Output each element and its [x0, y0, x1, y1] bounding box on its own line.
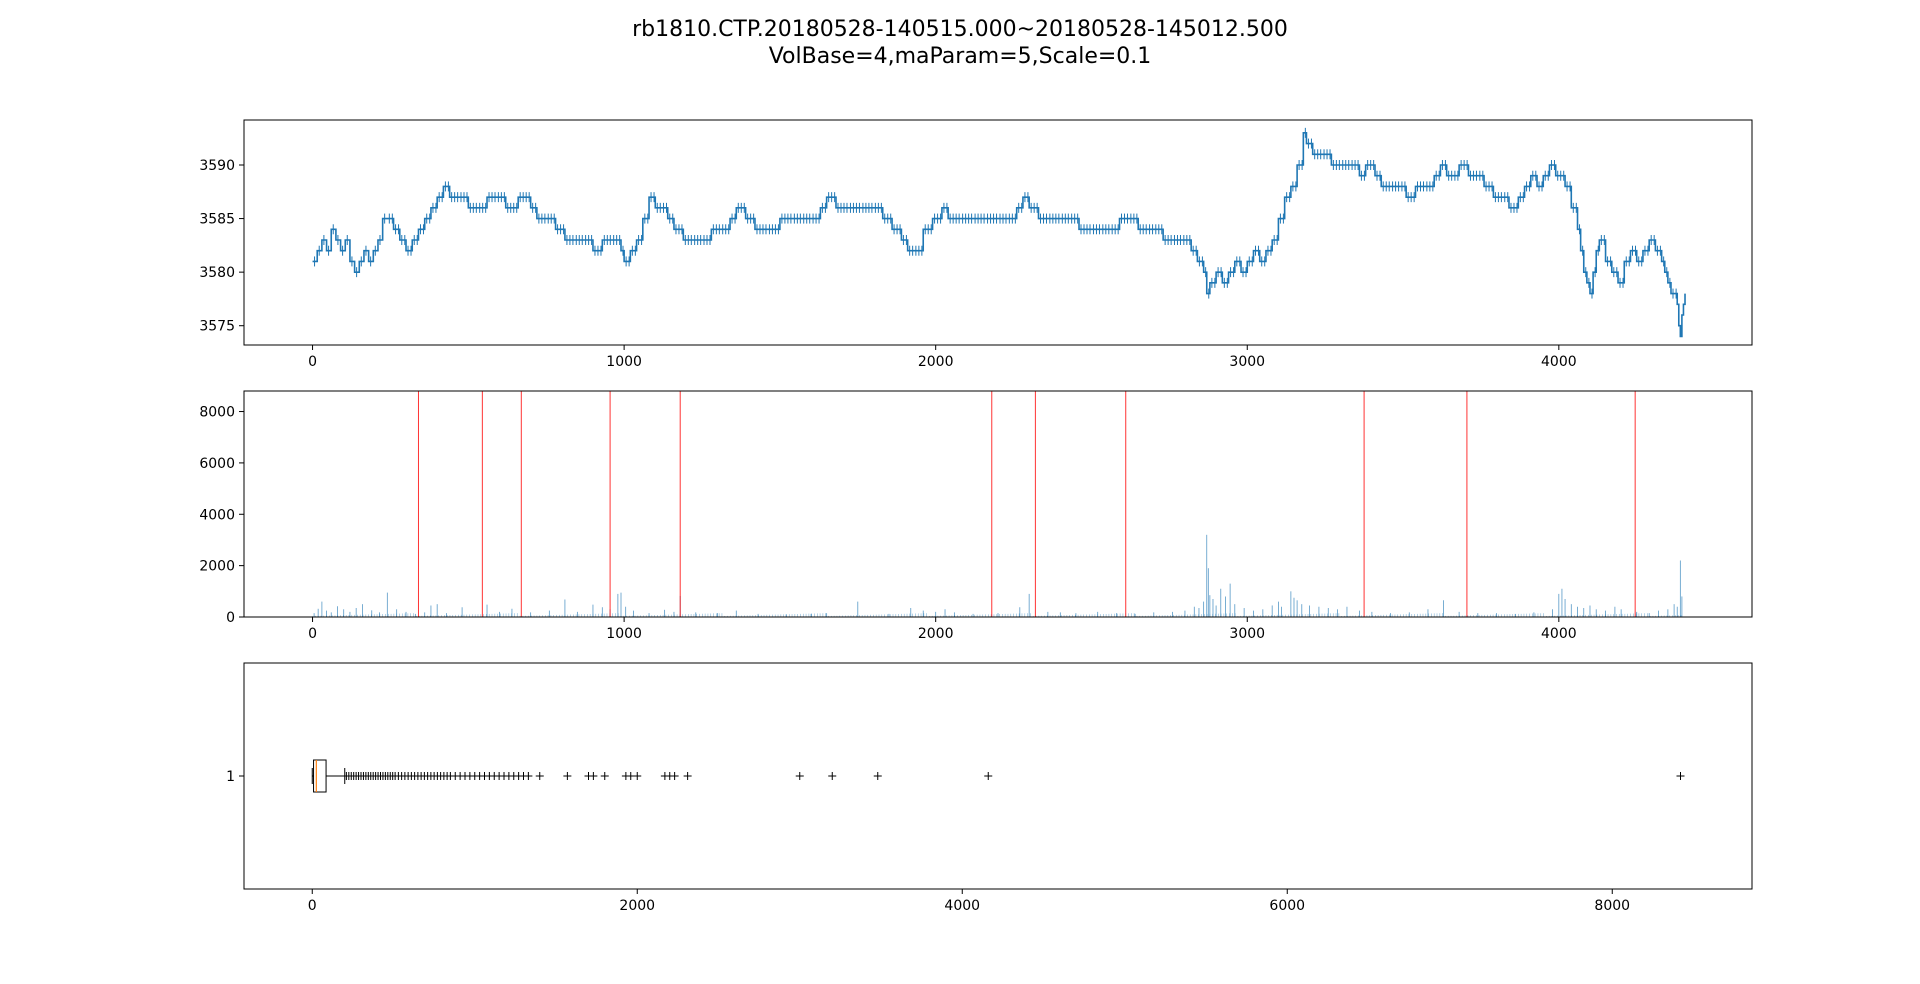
- x-tick-label: 2000: [619, 898, 655, 914]
- x-tick-label: 3000: [1229, 354, 1265, 370]
- volume-bar-chart: 0 1000 2000 3000 4000 0 2000 4000 6000 8000: [199, 390, 1753, 642]
- y-tick-label: 6000: [199, 456, 235, 472]
- box-outlier: [828, 772, 837, 780]
- x-tick-label: 0: [308, 354, 317, 370]
- box-outlier: [795, 772, 804, 780]
- box-iqr: [313, 759, 327, 793]
- y-tick-label: 8000: [199, 405, 235, 421]
- x-tick-label: 3000: [1229, 626, 1265, 642]
- box-outlier: [600, 772, 609, 780]
- x-tick-label: 2000: [918, 354, 954, 370]
- box-outlier: [873, 772, 882, 780]
- y-tick-label: 0: [226, 610, 235, 626]
- x-tick-label: 8000: [1594, 898, 1630, 914]
- box-outlier: [633, 772, 642, 780]
- y-tick-label: 3580: [199, 265, 235, 281]
- x-tick-label: 4000: [1541, 626, 1577, 642]
- x-tick-label: 6000: [1269, 898, 1305, 914]
- y-tick-label: 3590: [199, 158, 235, 174]
- box-outlier: [524, 772, 533, 780]
- y-tick-label: 3585: [199, 212, 235, 228]
- x-tick-label: 2000: [918, 626, 954, 642]
- figure-title-line-1: rb1810.CTP.20180528-140515.000~20180528-…: [632, 17, 1288, 42]
- x-tick-label: 1000: [606, 354, 642, 370]
- y-tick-label: 4000: [199, 507, 235, 523]
- y-tick-label: 1: [226, 769, 235, 785]
- x-tick-label: 1000: [606, 626, 642, 642]
- box-outlier: [670, 772, 679, 780]
- price-line-chart: 0 1000 2000 3000 4000 3575 3580 3585 3590: [199, 119, 1753, 370]
- axes-frame: [243, 662, 1753, 890]
- box-outlier: [589, 772, 598, 780]
- x-tick-label: 4000: [944, 898, 980, 914]
- box-outlier: [535, 772, 544, 780]
- price-series-line: [312, 132, 1686, 338]
- y-tick-label: 2000: [199, 559, 235, 575]
- axes-frame: [243, 119, 1753, 346]
- x-tick-label: 0: [308, 626, 317, 642]
- volume-box-plot: 0 2000 4000 6000 8000 1: [226, 662, 1753, 914]
- box-outlier: [984, 772, 993, 780]
- figure-title-line-2: VolBase=4,maParam=5,Scale=0.1: [768, 44, 1152, 69]
- box-outlier: [683, 772, 692, 780]
- box-outlier: [563, 772, 572, 780]
- x-tick-label: 4000: [1541, 354, 1577, 370]
- y-tick-label: 3575: [199, 319, 235, 335]
- box-outlier: [1676, 772, 1685, 780]
- x-tick-label: 0: [308, 898, 317, 914]
- axes-frame: [243, 390, 1753, 618]
